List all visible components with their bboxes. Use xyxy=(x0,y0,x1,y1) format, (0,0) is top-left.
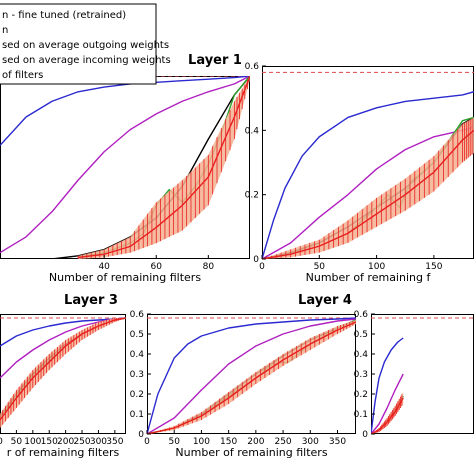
panel-title: Layer 4 xyxy=(298,293,352,308)
error-band-red xyxy=(78,76,250,259)
panel-title: Layer 1 xyxy=(188,53,242,68)
legend-entry: n - fine tuned (retrained) xyxy=(2,10,126,21)
plot-area xyxy=(0,76,250,259)
y-tick-label: 0.1 xyxy=(354,410,368,420)
series-line-red xyxy=(262,129,474,259)
series-line-magenta xyxy=(0,76,250,254)
panel-4: 0 50 100 150 200 250 300 350 0 0.1 0.2 0.3 0.4 0.5 0.6… xyxy=(130,293,356,459)
series-line-blue xyxy=(262,91,474,259)
x-axis-label: Number of remaining filters xyxy=(175,446,327,459)
y-tick-label: 0.3 xyxy=(130,370,144,380)
x-tick-label: 50 xyxy=(314,262,326,272)
y-tick-label: 0.2 xyxy=(245,191,259,201)
plot-frame xyxy=(0,314,126,434)
x-tick-label: 100 xyxy=(193,437,210,447)
x-axis-label: r of remaining filters xyxy=(7,446,120,459)
x-tick-label: 50 xyxy=(11,437,23,447)
panel-5: 0 0.1 0.2 0.3 0.4 0.5 0.6 xyxy=(354,310,474,440)
legend: n - fine tuned (retrained) n sed on averag… xyxy=(0,3,171,85)
y-tick-label: 0.4 xyxy=(354,350,369,360)
x-tick-label: 350 xyxy=(106,437,123,447)
x-tick-label: 150 xyxy=(220,437,237,447)
series-line-red xyxy=(371,397,404,434)
plot-frame xyxy=(371,314,474,434)
x-tick-label: 200 xyxy=(247,437,264,447)
x-axis-label: Number of remaining f xyxy=(306,271,432,284)
x-tick-label: 300 xyxy=(302,437,319,447)
x-tick-label: 0 xyxy=(0,437,3,447)
y-tick-label: 0.6 xyxy=(130,310,145,320)
x-tick-label: 300 xyxy=(90,437,107,447)
y-tick-label: 0.5 xyxy=(130,330,144,340)
x-tick-label: 80 xyxy=(203,262,215,272)
x-tick-label: 150 xyxy=(41,437,58,447)
series-line-magenta xyxy=(262,126,474,259)
plot-area xyxy=(371,317,474,434)
x-tick-label: 150 xyxy=(425,262,442,272)
series-line-red xyxy=(78,76,250,259)
legend-entry: sed on average outgoing weights xyxy=(2,40,169,51)
y-tick-label: 0.2 xyxy=(130,390,144,400)
x-tick-label: 250 xyxy=(274,437,291,447)
series-line-magenta xyxy=(371,373,404,434)
legend-entry: sed on average incoming weights xyxy=(2,55,171,66)
x-tick-label: 60 xyxy=(151,262,163,272)
legend-box xyxy=(0,3,157,85)
x-tick-label: 250 xyxy=(73,437,90,447)
plot-area xyxy=(0,317,126,428)
y-tick-label: 0.3 xyxy=(354,370,368,380)
panel-title: Layer 3 xyxy=(64,293,118,308)
legend-entry: n xyxy=(2,25,8,36)
x-tick-label: 100 xyxy=(24,437,41,447)
y-tick-label: 0.5 xyxy=(354,330,368,340)
series-line-magenta xyxy=(147,318,356,434)
error-band-red xyxy=(262,117,474,259)
y-tick-label: 0.2 xyxy=(354,390,368,400)
x-tick-label: 200 xyxy=(57,437,74,447)
y-tick-label: 0.4 xyxy=(130,350,145,360)
panel-2: 0 50 100 150 0 0.2 0.4 0.6 Number of remaining f xyxy=(245,62,474,284)
y-tick-label: 0.4 xyxy=(245,126,260,136)
series-line-red xyxy=(0,317,126,421)
x-tick-label: 50 xyxy=(168,437,180,447)
series-line-red xyxy=(147,321,356,434)
y-tick-label: 0.1 xyxy=(130,410,144,420)
y-tick-label: 0.6 xyxy=(245,62,260,72)
x-tick-label: 40 xyxy=(98,262,110,272)
plot-area xyxy=(262,71,474,259)
y-tick-label: 0 xyxy=(253,255,259,265)
x-axis-label: Number of remaining filters xyxy=(49,271,201,284)
x-tick-label: 350 xyxy=(329,437,346,447)
legend-entry: of filters xyxy=(2,70,43,81)
y-tick-label: 0 xyxy=(362,430,368,440)
x-tick-label: 100 xyxy=(368,262,385,272)
x-tick-label: 0 xyxy=(259,262,265,272)
series-line-blue xyxy=(147,317,356,434)
x-tick-label: 0 xyxy=(144,437,150,447)
y-tick-label: 0.6 xyxy=(354,310,369,320)
plot-area xyxy=(147,317,356,434)
y-tick-label: 0 xyxy=(138,430,144,440)
series-line-blue xyxy=(371,337,404,434)
